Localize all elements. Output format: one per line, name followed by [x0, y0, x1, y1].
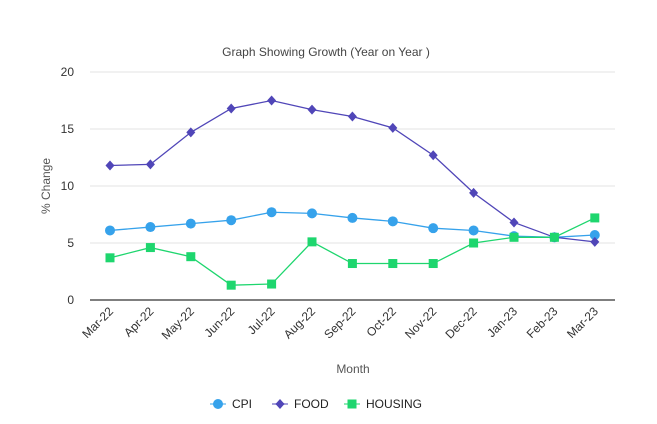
x-tick-label: Nov-22	[402, 304, 439, 341]
food-point[interactable]	[145, 159, 155, 170]
legend-diamond-icon	[275, 399, 285, 409]
legend-item-cpi[interactable]: CPI	[210, 397, 252, 411]
x-tick-label: Mar-22	[79, 304, 116, 341]
x-tick-labels: Mar-22 Apr-22 May-22 Jun-22 Jul-22 Aug-22 Sep-…	[79, 304, 601, 342]
x-tick-label: Apr-22	[121, 304, 157, 340]
housing-point[interactable]	[145, 243, 155, 253]
housing-point[interactable]	[186, 252, 196, 262]
cpi-point[interactable]	[105, 225, 115, 236]
housing-point[interactable]	[388, 259, 398, 269]
series-housing	[105, 213, 600, 290]
housing-point[interactable]	[267, 279, 277, 289]
cpi-point[interactable]	[347, 212, 358, 223]
housing-point[interactable]	[549, 232, 559, 242]
food-point[interactable]	[307, 104, 317, 115]
cpi-point[interactable]	[145, 222, 156, 233]
y-tick-label: 15	[61, 122, 75, 136]
legend-label: HOUSING	[366, 397, 422, 411]
housing-line	[109, 217, 596, 286]
x-tick-label: Oct-22	[364, 304, 400, 340]
housing-point[interactable]	[428, 259, 438, 269]
food-point[interactable]	[267, 95, 277, 106]
x-tick-label: May-22	[159, 304, 197, 342]
gridlines	[90, 71, 615, 244]
x-tick-label: Jun-22	[201, 304, 237, 340]
food-point[interactable]	[509, 217, 519, 228]
x-tick-label: Jul-22	[245, 304, 278, 337]
cpi-point[interactable]	[589, 230, 600, 241]
x-tick-label: Dec-22	[442, 304, 479, 341]
cpi-point[interactable]	[266, 207, 277, 218]
x-tick-label: Jan-23	[484, 304, 520, 340]
legend-item-housing[interactable]: HOUSING	[344, 397, 422, 411]
y-axis-label: % Change	[39, 158, 53, 214]
food-point[interactable]	[347, 111, 357, 122]
food-point[interactable]	[469, 187, 479, 198]
y-tick-label: 10	[61, 179, 75, 193]
food-point[interactable]	[388, 122, 398, 133]
housing-point[interactable]	[307, 237, 317, 247]
chart-title: Graph Showing Growth (Year on Year )	[222, 45, 430, 59]
y-tick-labels: 0 5 10 15 20	[61, 65, 75, 307]
housing-point[interactable]	[469, 238, 479, 248]
legend-circle-icon	[213, 399, 223, 409]
cpi-point[interactable]	[428, 223, 439, 234]
housing-point[interactable]	[590, 213, 600, 223]
cpi-point[interactable]	[387, 216, 398, 227]
series-layer	[105, 95, 600, 290]
legend-item-food[interactable]: FOOD	[272, 397, 329, 411]
y-tick-label: 5	[67, 236, 74, 250]
x-tick-label: Sep-22	[321, 304, 358, 341]
x-tick-label: Feb-23	[524, 304, 561, 341]
legend: CPI FOOD HOUSING	[210, 397, 422, 411]
housing-point[interactable]	[509, 232, 519, 242]
legend-label: CPI	[232, 397, 252, 411]
x-tick-label: Aug-22	[281, 304, 318, 341]
x-tick-label: Mar-23	[564, 304, 601, 341]
cpi-point[interactable]	[307, 208, 317, 219]
housing-point[interactable]	[347, 259, 357, 269]
food-point[interactable]	[428, 150, 438, 161]
y-tick-label: 0	[67, 293, 74, 307]
food-point[interactable]	[226, 103, 236, 114]
cpi-point[interactable]	[185, 218, 196, 229]
x-axis-label: Month	[336, 362, 369, 376]
cpi-point[interactable]	[468, 225, 479, 236]
housing-point[interactable]	[105, 253, 115, 263]
series-food	[105, 95, 600, 247]
legend-label: FOOD	[294, 397, 329, 411]
housing-point[interactable]	[226, 280, 236, 290]
food-point[interactable]	[590, 236, 600, 247]
cpi-point[interactable]	[226, 215, 237, 226]
legend-square-icon	[347, 399, 357, 409]
food-point[interactable]	[105, 160, 115, 171]
food-point[interactable]	[186, 127, 196, 138]
y-tick-label: 20	[61, 65, 75, 79]
